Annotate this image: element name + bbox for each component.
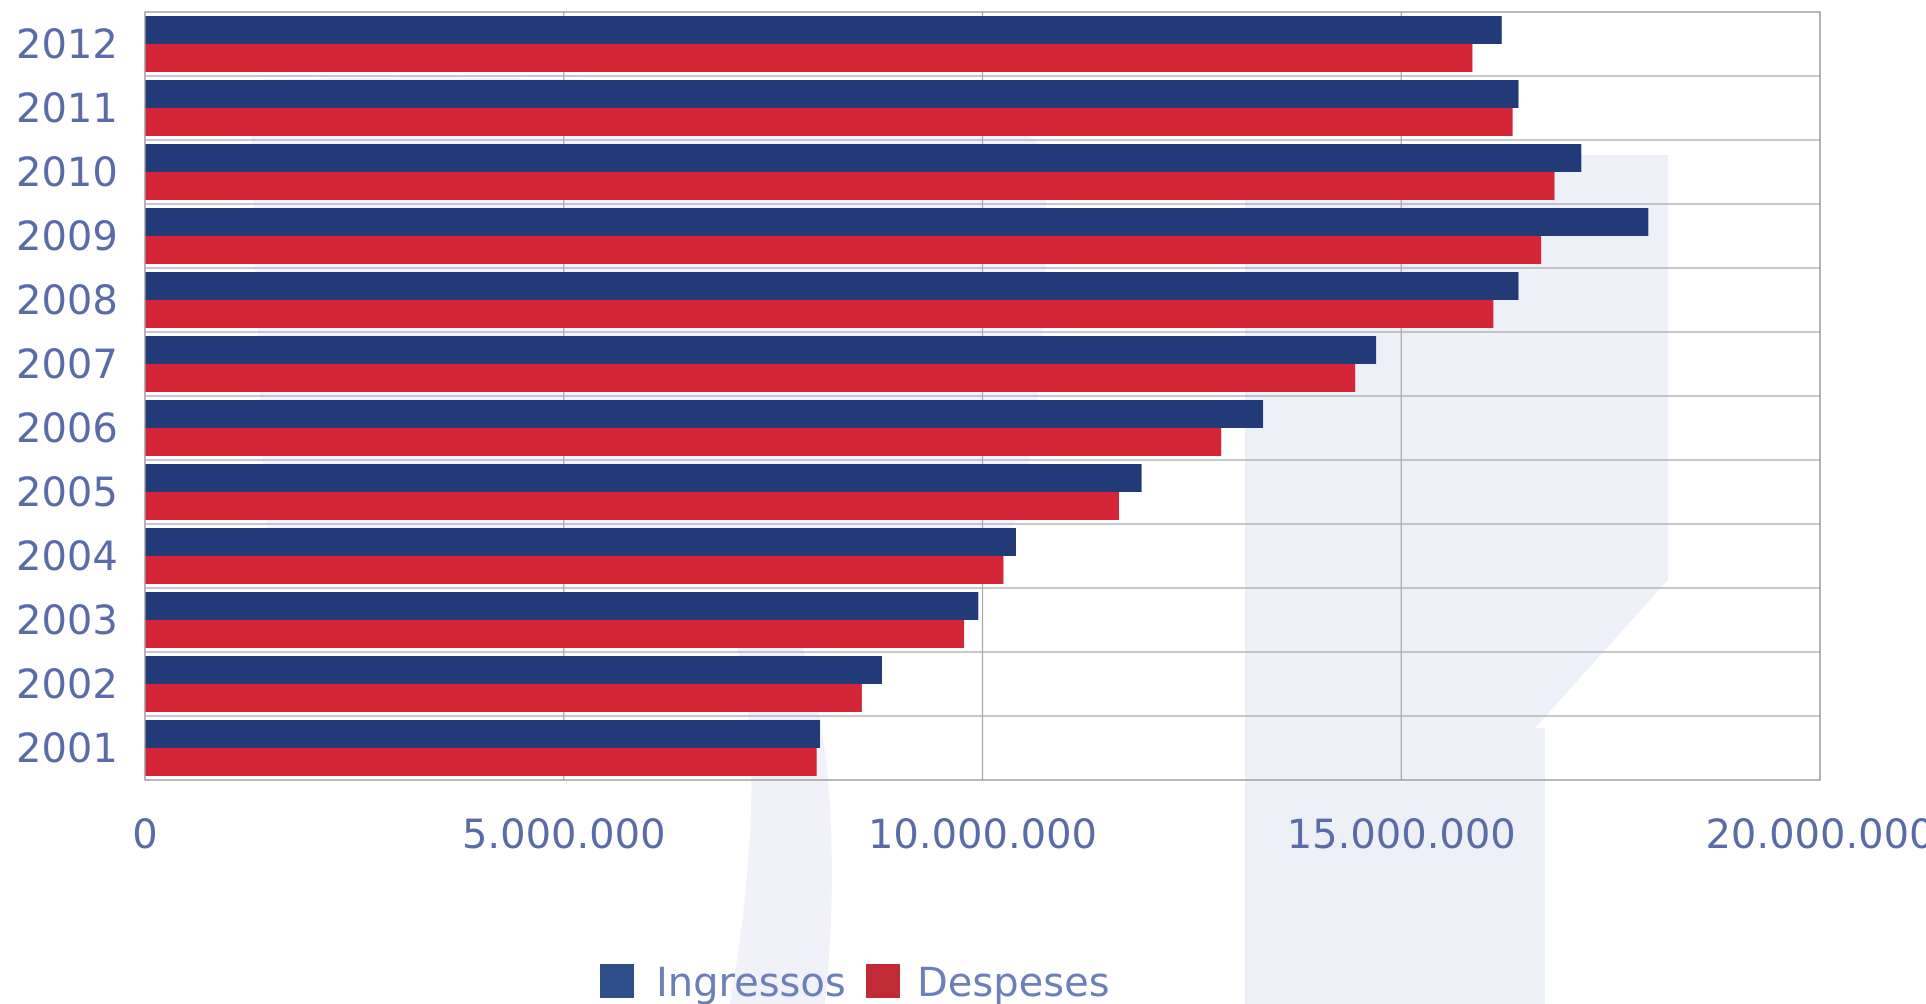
legend-label-ingressos: Ingressos <box>656 960 846 1004</box>
y-tick-label-2012: 2012 <box>16 22 118 68</box>
bar-despeses-2009 <box>145 236 1542 264</box>
bar-ingressos-2001 <box>145 720 821 748</box>
y-tick-label-2010: 2010 <box>16 150 118 196</box>
y-tick-labels: 2012 2011 2010 2009 2008 2007 2006 2005 2004 2003… <box>16 22 118 772</box>
bar-ingressos-2002 <box>145 656 882 684</box>
bar-ingressos-2012 <box>145 16 1502 44</box>
bar-ingressos-2005 <box>145 464 1142 492</box>
watermark-block-lower <box>1245 728 1545 1004</box>
y-tick-label-2008: 2008 <box>16 278 118 324</box>
bar-despeses-2012 <box>145 44 1473 72</box>
legend-swatch-despeses <box>866 964 900 998</box>
bar-ingressos-2009 <box>145 208 1649 236</box>
bar-despeses-2006 <box>145 428 1222 456</box>
bar-despeses-2010 <box>145 172 1555 200</box>
y-tick-label-2011: 2011 <box>16 86 118 132</box>
y-tick-label-2001: 2001 <box>16 726 118 772</box>
bar-despeses-2005 <box>145 492 1120 520</box>
plot-border <box>144 11 1821 781</box>
y-tick-label-2006: 2006 <box>16 406 118 452</box>
x-tick-label-3: 15.000.000 <box>1287 812 1516 858</box>
bar-despeses-2001 <box>145 748 817 776</box>
bar-despeses-2002 <box>145 684 862 712</box>
bar-despeses-2011 <box>145 108 1513 136</box>
x-tick-label-0: 0 <box>132 812 157 858</box>
bar-despeses-2007 <box>145 364 1356 392</box>
x-tick-labels: 0 5.000.000 10.000.000 15.000.000 20.000.000 <box>132 812 1926 858</box>
legend-swatch-ingressos <box>600 964 634 998</box>
bar-despeses-2003 <box>145 620 965 648</box>
legend: Ingressos Despeses <box>600 960 1110 1004</box>
y-tick-label-2004: 2004 <box>16 534 118 580</box>
y-tick-label-2002: 2002 <box>16 662 118 708</box>
bars <box>145 16 1649 776</box>
y-tick-label-2009: 2009 <box>16 214 118 260</box>
x-tick-label-2: 10.000.000 <box>868 812 1097 858</box>
legend-label-despeses: Despeses <box>917 960 1110 1004</box>
bar-ingressos-2007 <box>145 336 1377 364</box>
bar-ingressos-2003 <box>145 592 979 620</box>
bar-despeses-2004 <box>145 556 1004 584</box>
y-tick-label-2007: 2007 <box>16 342 118 388</box>
x-tick-label-1: 5.000.000 <box>462 812 666 858</box>
plot-frame <box>144 11 1821 781</box>
y-tick-label-2003: 2003 <box>16 598 118 644</box>
bar-ingressos-2008 <box>145 272 1519 300</box>
bar-ingressos-2006 <box>145 400 1264 428</box>
bar-despeses-2008 <box>145 300 1494 328</box>
bar-ingressos-2011 <box>145 80 1519 108</box>
y-tick-label-2005: 2005 <box>16 470 118 516</box>
x-tick-label-4: 20.000.000 <box>1705 812 1926 858</box>
bar-ingressos-2010 <box>145 144 1582 172</box>
bar-ingressos-2004 <box>145 528 1016 556</box>
